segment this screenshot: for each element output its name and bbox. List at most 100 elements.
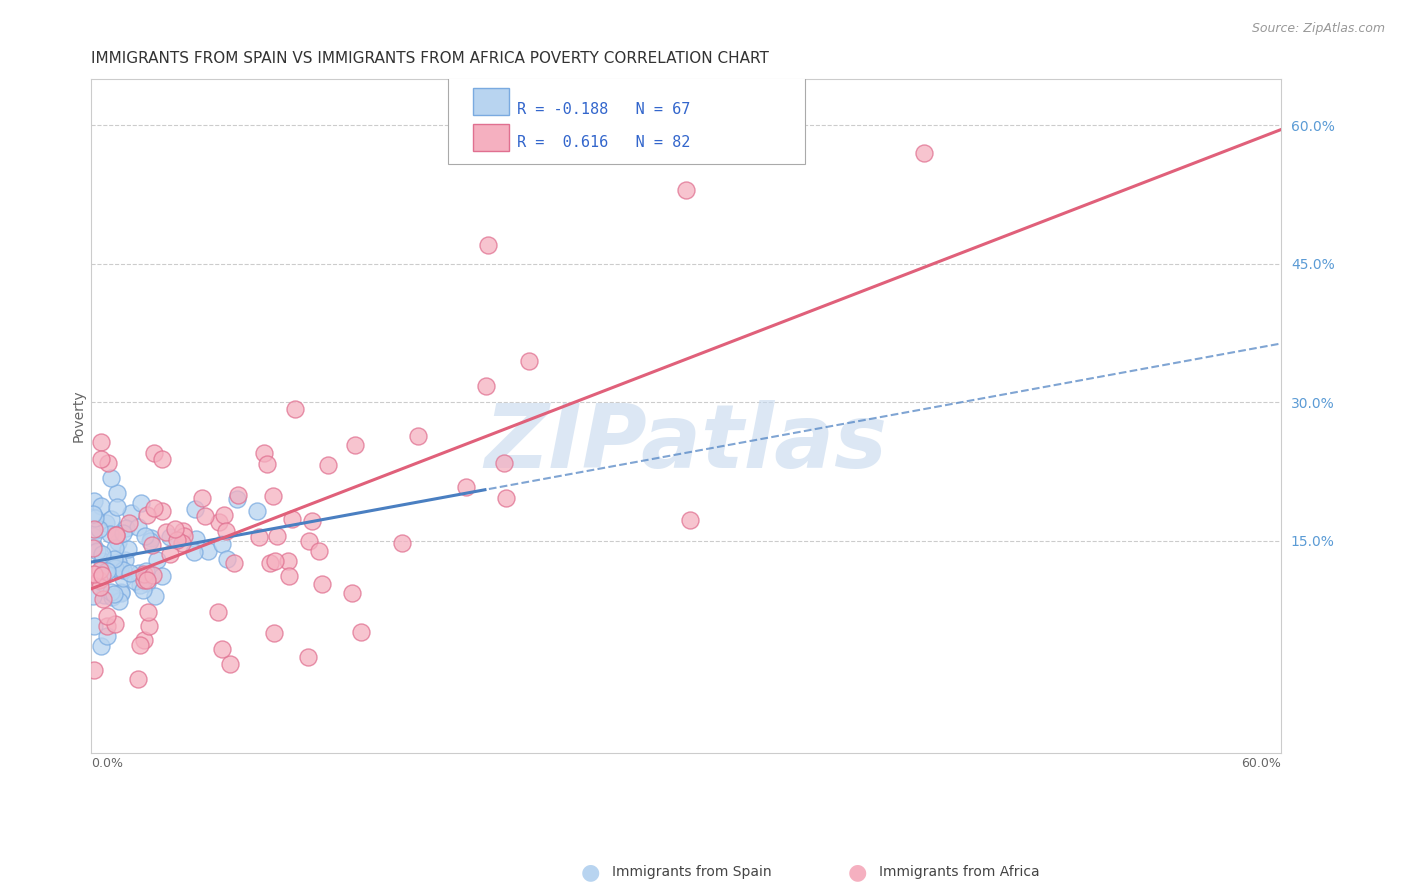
Point [159, 547, 181, 561]
Point [132, 582, 155, 597]
Point [184, 502, 207, 516]
Point [172, 524, 194, 538]
Point [155, 524, 177, 539]
Point [298, 533, 321, 548]
Point [150, 568, 173, 582]
Point [194, 509, 217, 524]
Text: ●: ● [581, 863, 600, 882]
Point [477, 238, 499, 252]
Point [129, 639, 152, 653]
Point [259, 556, 281, 570]
Point [110, 586, 132, 600]
Point [150, 452, 173, 467]
Point [104, 541, 127, 555]
Point [134, 529, 156, 543]
Point [100, 471, 122, 485]
Point [211, 537, 233, 551]
Point [112, 525, 135, 540]
Point [311, 577, 333, 591]
FancyBboxPatch shape [449, 72, 806, 163]
Point [134, 566, 156, 581]
Point [112, 563, 135, 577]
Point [342, 586, 364, 600]
FancyBboxPatch shape [472, 124, 509, 151]
Point [495, 491, 517, 505]
Point [146, 552, 169, 566]
Point [94, 516, 117, 530]
Point [118, 516, 141, 530]
Point [135, 565, 157, 579]
Point [263, 625, 285, 640]
Point [98, 527, 121, 541]
Point [89, 563, 111, 577]
Point [104, 617, 127, 632]
Point [82, 589, 104, 603]
Text: ZIPatlas: ZIPatlas [485, 400, 887, 486]
Point [83, 541, 105, 555]
Point [94, 566, 117, 580]
Point [350, 625, 373, 640]
Point [173, 529, 195, 543]
Point [170, 536, 193, 550]
Point [142, 446, 165, 460]
Point [264, 554, 287, 568]
Point [100, 512, 122, 526]
Point [83, 566, 105, 581]
Point [83, 663, 105, 677]
Point [90, 567, 112, 582]
Point [127, 672, 149, 686]
Point [110, 585, 132, 599]
Point [108, 594, 131, 608]
Point [343, 438, 366, 452]
Point [679, 513, 702, 527]
Point [103, 551, 125, 566]
Text: 60.0%: 60.0% [1241, 757, 1281, 771]
Point [308, 544, 330, 558]
Point [675, 183, 697, 197]
Point [96, 608, 118, 623]
Point [138, 618, 160, 632]
Point [82, 541, 104, 555]
Point [277, 553, 299, 567]
Point [87, 573, 110, 587]
Point [284, 402, 307, 417]
Point [91, 554, 114, 568]
Text: Immigrants from Africa: Immigrants from Africa [879, 865, 1039, 880]
Point [86, 543, 108, 558]
Point [474, 379, 496, 393]
Point [97, 456, 120, 470]
Point [159, 530, 181, 544]
Point [218, 657, 240, 672]
Point [105, 486, 128, 500]
Point [90, 640, 112, 654]
Point [118, 566, 141, 580]
Point [96, 564, 118, 578]
Point [222, 556, 245, 570]
Point [103, 587, 125, 601]
Point [136, 508, 159, 523]
Point [183, 545, 205, 559]
Point [105, 528, 128, 542]
Point [208, 515, 231, 529]
Point [100, 585, 122, 599]
Point [89, 522, 111, 536]
Point [124, 574, 146, 588]
Point [139, 533, 162, 548]
Point [136, 605, 159, 619]
Point [96, 619, 118, 633]
Point [141, 537, 163, 551]
Point [517, 353, 540, 368]
Point [83, 493, 105, 508]
Point [262, 489, 284, 503]
Point [266, 529, 288, 543]
Point [454, 480, 477, 494]
Point [120, 506, 142, 520]
Point [212, 508, 235, 522]
Point [132, 633, 155, 648]
Text: R =  0.616   N = 82: R = 0.616 N = 82 [517, 136, 690, 150]
Text: IMMIGRANTS FROM SPAIN VS IMMIGRANTS FROM AFRICA POVERTY CORRELATION CHART: IMMIGRANTS FROM SPAIN VS IMMIGRANTS FROM… [91, 51, 769, 66]
Text: Source: ZipAtlas.com: Source: ZipAtlas.com [1251, 22, 1385, 36]
Point [100, 591, 122, 605]
Point [191, 491, 214, 505]
Point [114, 521, 136, 535]
